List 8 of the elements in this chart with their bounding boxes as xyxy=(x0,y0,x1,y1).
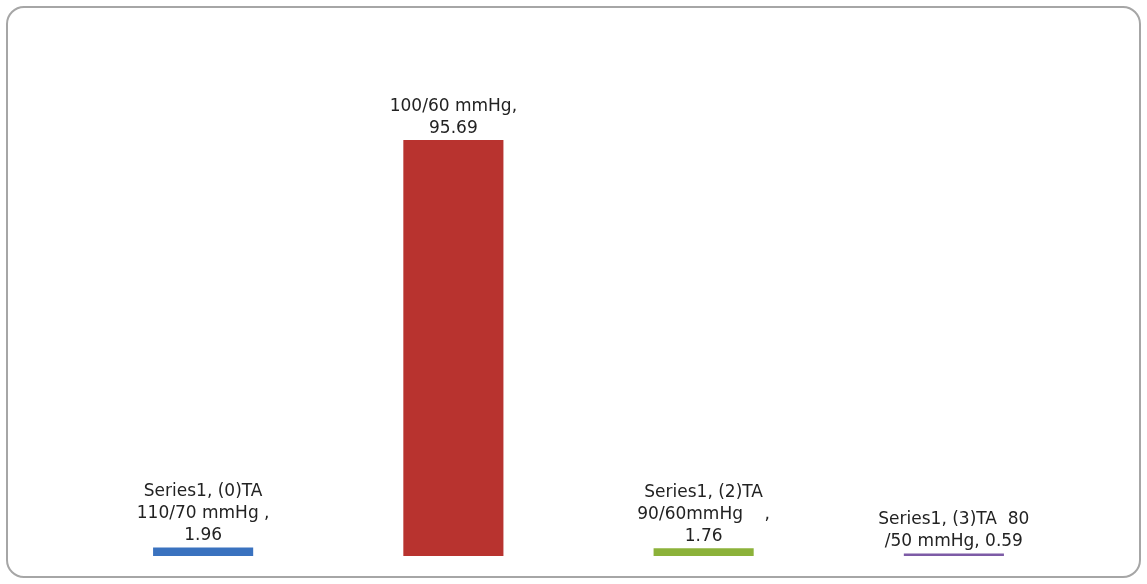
data-label: 100/60 mmHg, 95.69 xyxy=(389,94,518,137)
bar xyxy=(153,547,254,556)
data-label: Series1, (2)TA 90/60mmHg , 1.76 xyxy=(637,481,770,546)
bar xyxy=(903,553,1004,556)
data-label: Series1, (3)TA 80 /50 mmHg, 0.59 xyxy=(878,508,1030,551)
data-label: Series1, (0)TA 110/70 mmHg , 1.96 xyxy=(136,480,270,545)
bar xyxy=(403,139,504,556)
bar xyxy=(653,548,754,556)
